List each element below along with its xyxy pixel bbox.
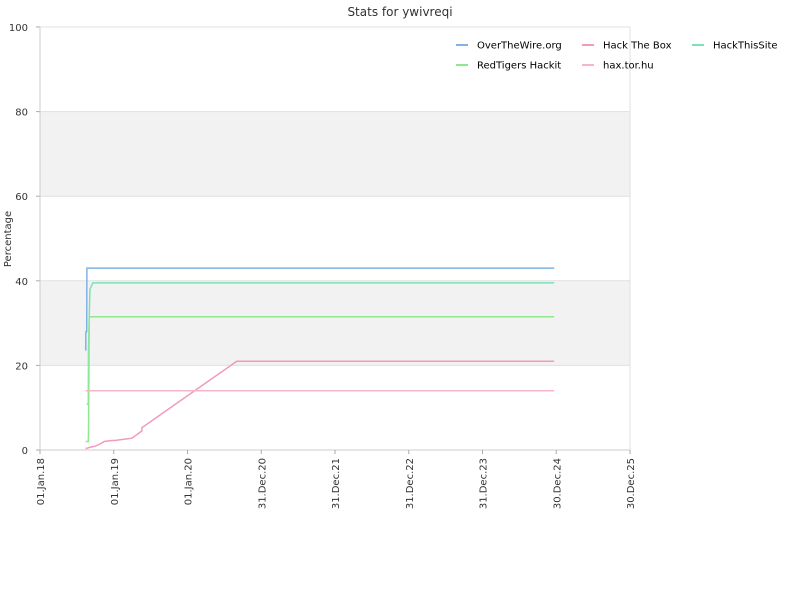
- x-tick-label: 01.Jan.18: [36, 458, 47, 505]
- series-lines: [84, 267, 555, 450]
- series-line: [84, 267, 555, 351]
- y-axis-label: Percentage: [3, 211, 14, 267]
- legend-label: OverTheWire.org: [477, 41, 562, 52]
- plot-band: [40, 111, 630, 197]
- legend-label: RedTigers Hackit: [477, 61, 561, 72]
- x-tick-label: 01.Jan.20: [184, 458, 195, 505]
- y-tick-label: 100: [9, 23, 28, 34]
- y-tick-label: 60: [15, 192, 28, 203]
- legend-label: HackThisSite: [713, 41, 778, 52]
- legend-label: hax.tor.hu: [603, 61, 654, 72]
- x-tick-label: 31.Dec.22: [405, 458, 416, 509]
- x-tick-label: 30.Dec.25: [626, 458, 637, 509]
- x-tick-label: 31.Dec.23: [479, 458, 490, 509]
- x-tick-label: 01.Jan.19: [110, 458, 121, 505]
- y-tick-label: 80: [15, 108, 28, 119]
- legend: OverTheWire.org Hack The Box HackThisSite R…: [456, 41, 778, 72]
- x-tick-label: 31.Dec.20: [257, 458, 268, 509]
- axes: 0 20 40 60 80 100 01.Jan.18 01.Jan.19 01.Jan.20 3…: [9, 23, 637, 509]
- x-tick-label: 30.Dec.24: [552, 458, 563, 509]
- plot-bands: [40, 111, 630, 366]
- x-tick-label: 31.Dec.21: [331, 458, 342, 509]
- series-line: [85, 316, 555, 443]
- series-line: [85, 360, 555, 450]
- y-tick-label: 0: [22, 446, 28, 457]
- legend-label: Hack The Box: [603, 41, 672, 52]
- y-tick-label: 20: [15, 361, 28, 372]
- chart-title: Stats for ywivreqi: [347, 5, 452, 19]
- grid-lines: [40, 26, 630, 451]
- plot-band: [40, 280, 630, 366]
- y-tick-label: 40: [15, 277, 28, 288]
